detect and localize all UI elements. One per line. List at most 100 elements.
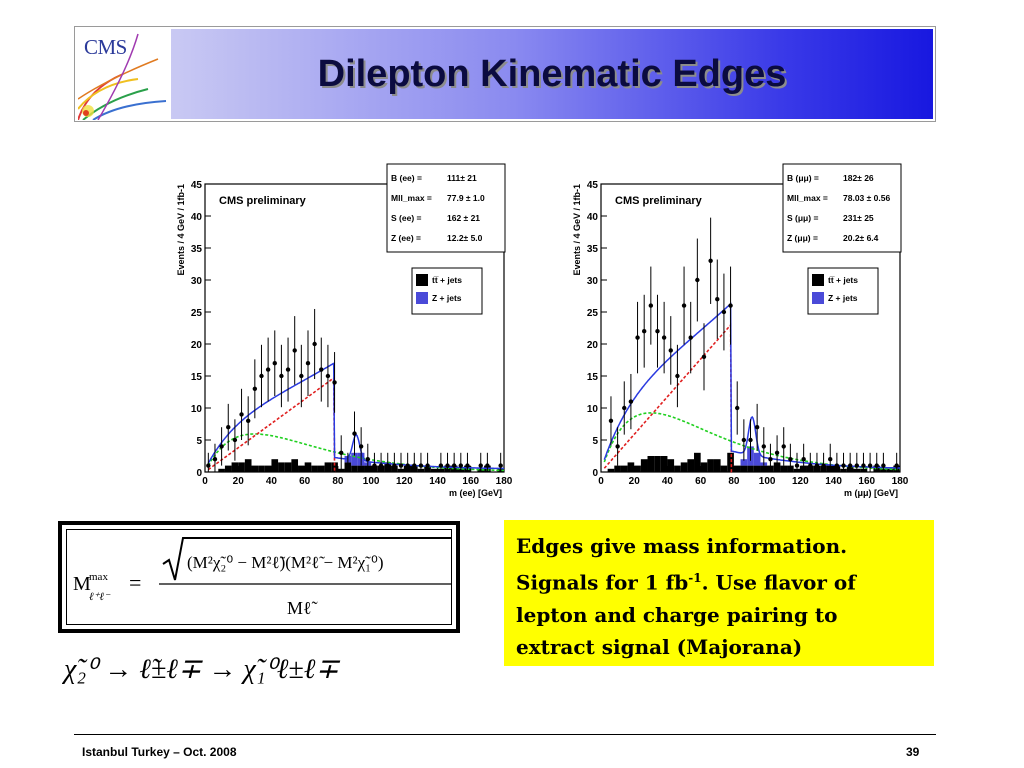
data-point: [398, 463, 404, 468]
x-tick-label: 20: [233, 476, 245, 487]
data-point: [206, 463, 211, 468]
legend-label: Z + jets: [828, 293, 858, 303]
ttbar-bar: [224, 465, 232, 472]
data-point: [841, 463, 846, 468]
footer-location-date: Istanbul Turkey – Oct. 2008: [82, 745, 237, 759]
zjets-bar: [351, 452, 358, 466]
data-point: [485, 463, 490, 468]
fit-result-value: 231± 25: [843, 213, 874, 223]
data-point: [894, 463, 899, 468]
ttbar-bar: [311, 465, 318, 472]
plot-mumu-mass: 0 5 10 15 20 25 30 35 40 45 0 20 40 60 80 100 120 140 160 1…: [568, 160, 908, 498]
note-text: Edges give mass information. Signals for…: [516, 530, 922, 663]
x-tick-label: 40: [266, 476, 278, 487]
plot-mumu-svg: 0 5 10 15 20 25 30 35 40 45 0 20 40 60 80 100 120 140 160 1…: [572, 163, 908, 498]
ttbar-bar: [667, 459, 675, 472]
ttbar-bar: [753, 465, 761, 472]
ttbar-bar: [660, 456, 668, 472]
data-point: [425, 463, 430, 468]
y-tick-label: 35: [587, 244, 599, 255]
edge-formula-box: M max ℓ⁺ℓ⁻ = (M²χ̃₂⁰ − M²ℓ̃)(M²ℓ̃ − M²χ̃…: [58, 521, 460, 633]
ttbar-bar: [607, 468, 615, 472]
y-tick-label: 20: [587, 340, 599, 351]
data-point: [754, 425, 760, 430]
plot-title: CMS preliminary: [615, 195, 703, 207]
note-line-4: extract signal (Majorana): [516, 634, 803, 659]
x-tick-label: 0: [598, 476, 604, 487]
data-point: [345, 463, 351, 468]
formula-lhs-sup: max: [89, 571, 108, 583]
data-point: [305, 361, 311, 366]
y-tick-label: 25: [191, 308, 203, 319]
title-band: Dilepton Kinematic Edges: [171, 29, 933, 119]
ttbar-bar: [614, 465, 621, 472]
ttbar-bar: [317, 465, 325, 472]
decay-chain-text: χ̃₂⁰ → ℓ̃±ℓ∓ → χ̃₁⁰ℓ±ℓ∓: [62, 654, 340, 685]
y-axis-label: Events / 4 GeV / 1fb-1: [572, 184, 582, 276]
cms-logo: CMS: [78, 29, 170, 120]
ttbar-bar: [674, 465, 681, 472]
x-tick-label: 180: [892, 476, 908, 487]
y-tick-label: 35: [191, 244, 203, 255]
x-tick-label: 60: [695, 476, 707, 487]
ttbar-bar: [680, 462, 688, 472]
data-point: [808, 463, 813, 468]
fit-result-label: Z (μμ) =: [787, 233, 818, 243]
data-point: [881, 463, 886, 468]
data-point: [688, 335, 693, 340]
data-point: [794, 463, 800, 468]
data-point: [774, 450, 780, 455]
data-point: [352, 431, 357, 436]
note-line-3: lepton and charge pairing to: [516, 602, 838, 627]
ttbar-bar: [231, 462, 239, 472]
x-tick-label: 140: [429, 476, 446, 487]
y-tick-label: 25: [587, 308, 599, 319]
fit-result-value: 78.03 ± 0.56: [843, 193, 890, 203]
legend-swatch: [812, 274, 824, 286]
data-point: [412, 463, 417, 468]
ttbar-bar: [634, 465, 641, 472]
y-tick-label: 20: [191, 340, 203, 351]
ttbar-bar: [324, 462, 332, 472]
formula-denominator: Mℓ̃: [287, 598, 318, 618]
data-point: [854, 463, 860, 468]
formula-numerator: (M²χ̃₂⁰ − M²ℓ̃)(M²ℓ̃ − M²χ̃₁⁰): [187, 553, 384, 572]
legend-swatch: [812, 292, 824, 304]
x-axis-label: m (ee) [GeV]: [449, 488, 502, 498]
data-point: [465, 463, 470, 468]
data-point: [252, 386, 258, 391]
fit-result-value: 12.2± 5.0: [447, 233, 483, 243]
cms-logo-graphic: [78, 33, 167, 120]
ttbar-bar: [620, 465, 628, 472]
data-point: [635, 335, 640, 340]
x-tick-label: 80: [728, 476, 740, 487]
data-point: [628, 399, 634, 404]
ttbar-bar: [218, 468, 225, 472]
x-tick-label: 0: [202, 476, 208, 487]
ttbar-bar: [264, 465, 272, 472]
fit-result-label: B (μμ) =: [787, 173, 819, 183]
formula-equals: =: [129, 570, 141, 595]
ttbar-bar: [760, 465, 768, 472]
data-point: [372, 463, 377, 468]
zjets-bar: [753, 452, 761, 466]
data-point: [365, 457, 370, 462]
legend-label: tt̅ + jets: [432, 275, 462, 285]
decay-chain: χ̃₂⁰ → ℓ̃±ℓ∓ → χ̃₁⁰ℓ±ℓ∓: [61, 640, 442, 700]
ttbar-bar: [720, 465, 728, 472]
data-point: [498, 463, 503, 468]
ttbar-bar: [747, 465, 754, 472]
fit-result-label: S (ee) =: [391, 213, 422, 223]
data-point: [299, 373, 304, 379]
y-tick-label: 10: [587, 404, 599, 415]
data-point: [226, 425, 231, 430]
plot-title: CMS preliminary: [219, 195, 307, 207]
data-point: [655, 329, 660, 334]
ttbar-bar: [298, 465, 305, 472]
data-point: [701, 354, 707, 359]
fit-result-value: 111± 21: [447, 173, 477, 183]
data-point: [285, 367, 291, 372]
note-line-1: Edges give mass information.: [516, 534, 848, 558]
ttbar-bar: [687, 459, 695, 472]
y-tick-label: 40: [587, 212, 599, 223]
